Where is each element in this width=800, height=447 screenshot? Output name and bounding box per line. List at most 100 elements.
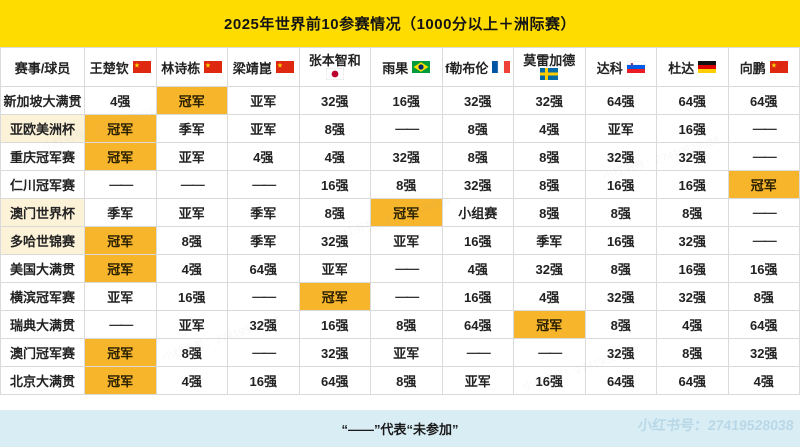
result-cell: 64强 [298, 366, 371, 395]
player-name: 雨果 [382, 60, 409, 76]
result-cell: 8强 [584, 254, 657, 283]
event-label: 美国大满贯 [0, 254, 85, 283]
result-cell: —— [227, 170, 300, 199]
result-cell: 64强 [656, 366, 729, 395]
result-cell: 4强 [227, 142, 300, 171]
result-cell: 亚军 [584, 114, 657, 143]
flag-de-icon [698, 61, 717, 73]
header-row: 赛事/球员 王楚钦 林诗栋 梁靖崑 张本智和 雨果 f勒布伦 莫雷加德 达科 杜达 向鹏 [0, 47, 800, 87]
result-cell: 8强 [298, 198, 371, 227]
result-cell: 32强 [441, 170, 514, 199]
result-cell: 32强 [298, 226, 371, 255]
player-name: 王楚钦 [89, 60, 129, 76]
result-cell: 8强 [656, 198, 729, 227]
result-cell: —— [370, 114, 443, 143]
player-name: 梁靖崑 [232, 60, 272, 76]
flag-jp-icon [325, 68, 344, 81]
player-header: f勒布伦 [441, 47, 514, 87]
legend-note: “——”代表“未参加” [341, 422, 459, 437]
player-header: 达科 [584, 47, 657, 87]
result-cell: 亚军 [155, 142, 228, 171]
flag-fr-icon [492, 61, 511, 73]
result-cell: 亚军 [298, 254, 371, 283]
result-cell: 8强 [441, 114, 514, 143]
result-cell: 亚军 [227, 86, 300, 115]
result-cell: 16强 [298, 170, 371, 199]
result-cell: 32强 [656, 282, 729, 311]
result-cell: 8强 [656, 338, 729, 367]
result-cell: —— [370, 254, 443, 283]
result-cell: 8强 [513, 198, 586, 227]
result-cell: 16强 [656, 114, 729, 143]
result-cell: —— [227, 338, 300, 367]
corner-header: 赛事/球员 [0, 47, 85, 87]
event-label: 重庆冠军赛 [0, 142, 85, 171]
result-cell: 4强 [513, 114, 586, 143]
player-name: 杜达 [668, 60, 695, 76]
result-cell: 32强 [298, 338, 371, 367]
result-cell: 8强 [370, 310, 443, 339]
result-cell: 冠军 [155, 86, 228, 115]
result-cell: 16强 [656, 254, 729, 283]
event-label: 多哈世锦赛 [0, 226, 85, 255]
result-cell: —— [441, 338, 514, 367]
result-cell: 64强 [727, 310, 800, 339]
result-cell: —— [84, 170, 157, 199]
result-cell: 冠军 [84, 114, 157, 143]
result-cell: 32强 [584, 338, 657, 367]
flag-se-icon [540, 68, 559, 81]
player-name: 莫雷加德 [523, 52, 576, 68]
result-cell: 4强 [513, 282, 586, 311]
event-label: 新加坡大满贯 [0, 86, 85, 115]
title-bar: 2025年世界前10参赛情况（1000分以上＋洲际赛） [0, 0, 800, 47]
result-cell: —— [727, 114, 800, 143]
result-cell: 冠军 [727, 170, 800, 199]
result-cell: 冠军 [298, 282, 371, 311]
result-cell: 冠军 [513, 310, 586, 339]
result-cell: 冠军 [84, 366, 157, 395]
result-cell: 冠军 [84, 254, 157, 283]
flag-cn-icon [132, 61, 151, 73]
result-cell: 小组赛 [441, 198, 514, 227]
result-cell: 32强 [441, 86, 514, 115]
result-cell: —— [513, 338, 586, 367]
result-cell: 亚军 [370, 226, 443, 255]
result-cell: —— [727, 226, 800, 255]
result-cell: 32强 [656, 142, 729, 171]
table-row: 美国大满贯 冠军 4强 64强 亚军 —— 4强 32强 8强 16强 16强 [0, 254, 800, 283]
result-cell: 8强 [441, 142, 514, 171]
result-cell: 64强 [584, 86, 657, 115]
result-cell: 季军 [84, 198, 157, 227]
player-name: 向鹏 [739, 60, 766, 76]
result-cell: 16强 [513, 366, 586, 395]
result-cell: —— [155, 170, 228, 199]
result-cell: 冠军 [84, 338, 157, 367]
result-cell: 8强 [584, 310, 657, 339]
result-cell: 8强 [298, 114, 371, 143]
result-cell: 32强 [513, 86, 586, 115]
result-cell: 16强 [584, 226, 657, 255]
result-cell: 32强 [370, 142, 443, 171]
player-header: 张本智和 [298, 47, 371, 87]
event-label: 北京大满贯 [0, 366, 85, 395]
event-label: 瑞典大满贯 [0, 310, 85, 339]
table-row: 新加坡大满贯 4强 冠军 亚军 32强 16强 32强 32强 64强 64强 64强 [0, 86, 800, 115]
result-cell: —— [727, 198, 800, 227]
table-row: 瑞典大满贯 —— 亚军 32强 16强 8强 64强 冠军 8强 4强 64强 [0, 310, 800, 339]
result-cell: 冠军 [370, 198, 443, 227]
flag-cn-icon [275, 61, 294, 73]
result-cell: 32强 [227, 310, 300, 339]
event-label: 澳门冠军赛 [0, 338, 85, 367]
result-cell: 64强 [656, 86, 729, 115]
flag-si-icon [626, 61, 645, 73]
result-cell: 16强 [441, 226, 514, 255]
event-label: 仁川冠军赛 [0, 170, 85, 199]
result-cell: 亚军 [441, 366, 514, 395]
result-cell: 32强 [727, 338, 800, 367]
result-cell: 8强 [370, 170, 443, 199]
player-header: 杜达 [656, 47, 729, 87]
result-cell: 16强 [370, 86, 443, 115]
result-cell: 4强 [155, 366, 228, 395]
result-cell: 亚军 [370, 338, 443, 367]
